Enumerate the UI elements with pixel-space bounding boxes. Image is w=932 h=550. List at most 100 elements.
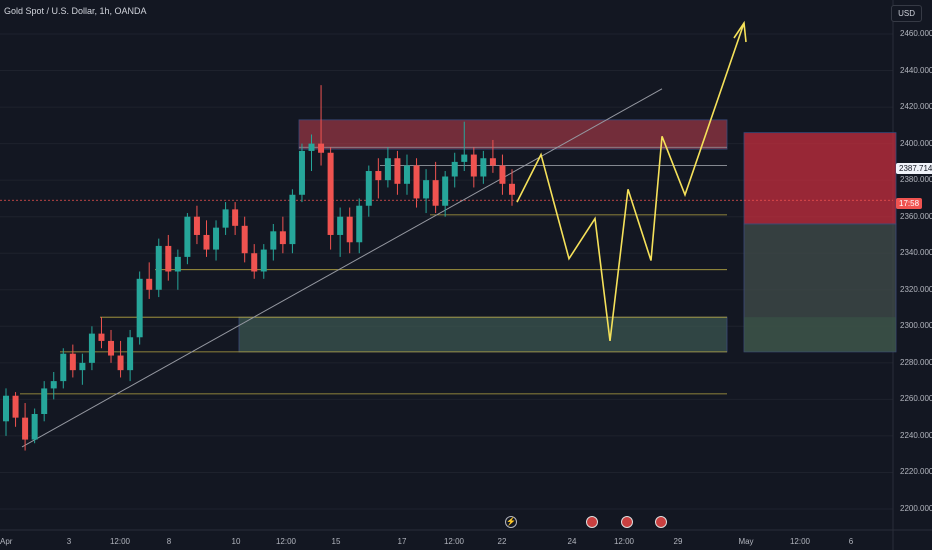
candle-body: [337, 216, 344, 235]
candle-body: [165, 245, 172, 272]
candle-body: [60, 353, 67, 382]
candle-body: [461, 154, 468, 162]
candle-body: [146, 278, 153, 290]
candle-body: [375, 171, 382, 181]
position-target-highlight: [744, 317, 896, 352]
flag-icon[interactable]: [655, 516, 667, 528]
price-tick: 2460.000: [900, 29, 932, 38]
candle-body: [108, 340, 115, 356]
candle-body: [193, 216, 200, 235]
candle-body: [127, 337, 134, 371]
price-tick: 2380.000: [900, 175, 932, 185]
projection-path: [516, 22, 745, 342]
candle-body: [98, 333, 105, 341]
candle-body: [509, 183, 515, 195]
candle-body: [318, 143, 325, 153]
candle-body: [79, 362, 86, 371]
candle-body: [270, 231, 277, 250]
price-tick: 2440.000: [900, 65, 932, 75]
time-tick: 15: [331, 537, 341, 546]
time-tick: 29: [673, 537, 683, 546]
position-stop-zone: [743, 132, 897, 225]
trendline: [21, 88, 663, 448]
time-tick: 24: [567, 537, 577, 546]
lightning-icon[interactable]: ⚡: [505, 516, 517, 528]
candle-body: [327, 152, 334, 235]
time-tick: 17: [397, 537, 407, 546]
time-tick: 12:00: [443, 537, 465, 546]
candle-body: [260, 249, 267, 272]
candle-body: [423, 180, 430, 199]
last-price-label: 2387.714: [896, 163, 932, 174]
candle-body: [298, 150, 305, 195]
price-tick: 2200.000: [900, 504, 932, 513]
symbol-title: Gold Spot / U.S. Dollar, 1h, OANDA: [4, 6, 147, 16]
candle-body: [451, 161, 458, 177]
candle-body: [174, 256, 181, 272]
projection-arrowhead: [733, 20, 747, 43]
price-tick: 2300.000: [900, 321, 932, 331]
candle-body: [413, 165, 420, 199]
time-tick: May: [738, 537, 754, 546]
candle-body: [365, 171, 372, 206]
candle-body: [356, 205, 363, 243]
candle-body: [346, 216, 353, 243]
countdown-label: 17:58: [896, 198, 923, 209]
price-tick: 2420.000: [900, 102, 932, 112]
time-tick: 12:00: [109, 537, 131, 546]
candle-body: [480, 158, 487, 177]
candle-body: [117, 355, 124, 371]
candle-body: [88, 333, 95, 363]
candle-body: [394, 158, 401, 184]
resistance-zone: [298, 119, 728, 150]
candle-body: [308, 143, 315, 151]
candle-body: [41, 388, 48, 414]
time-tick: 12:00: [789, 537, 811, 546]
candle-body: [251, 253, 258, 272]
candle-body: [155, 245, 162, 290]
candle-body: [442, 176, 449, 206]
time-tick: 12:00: [613, 537, 635, 546]
time-tick: 6: [848, 537, 854, 546]
time-tick: 8: [166, 537, 172, 546]
price-tick: 2340.000: [900, 248, 932, 258]
price-tick: 2320.000: [900, 284, 932, 294]
time-tick: Apr: [0, 537, 13, 546]
time-tick: 12:00: [275, 537, 297, 546]
candle-body: [184, 216, 191, 257]
candle-body: [22, 417, 29, 440]
time-tick: 10: [231, 537, 241, 546]
candle-body: [222, 209, 229, 228]
price-tick: 2240.000: [900, 430, 932, 440]
candle-body: [470, 154, 477, 177]
price-tick: 2360.000: [900, 211, 932, 221]
candle-body: [203, 234, 210, 250]
candle-body: [31, 414, 38, 440]
candle-body: [403, 165, 410, 184]
support-zone: [238, 316, 728, 353]
candle-body: [213, 227, 220, 250]
candle-body: [3, 395, 9, 422]
flag-icon[interactable]: [586, 516, 598, 528]
price-tick: 2400.000: [900, 138, 932, 148]
price-tick: 2220.000: [900, 467, 932, 477]
candle-body: [279, 231, 286, 245]
candle-body: [232, 209, 239, 226]
candle-body: [289, 194, 296, 245]
candle-body: [432, 180, 439, 206]
candle-body: [50, 381, 57, 389]
flag-icon[interactable]: [621, 516, 633, 528]
candle-body: [241, 225, 248, 254]
time-tick: 22: [497, 537, 507, 546]
candle-body: [384, 158, 391, 181]
candle-body: [499, 165, 506, 184]
candle-body: [12, 395, 19, 418]
time-tick: 3: [66, 537, 72, 546]
candle-body: [69, 353, 76, 371]
price-tick: 2280.000: [900, 357, 932, 367]
candle-body: [489, 158, 496, 166]
currency-selector[interactable]: USD: [891, 5, 922, 22]
price-tick: 2260.000: [900, 394, 932, 404]
candle-body: [136, 278, 143, 338]
